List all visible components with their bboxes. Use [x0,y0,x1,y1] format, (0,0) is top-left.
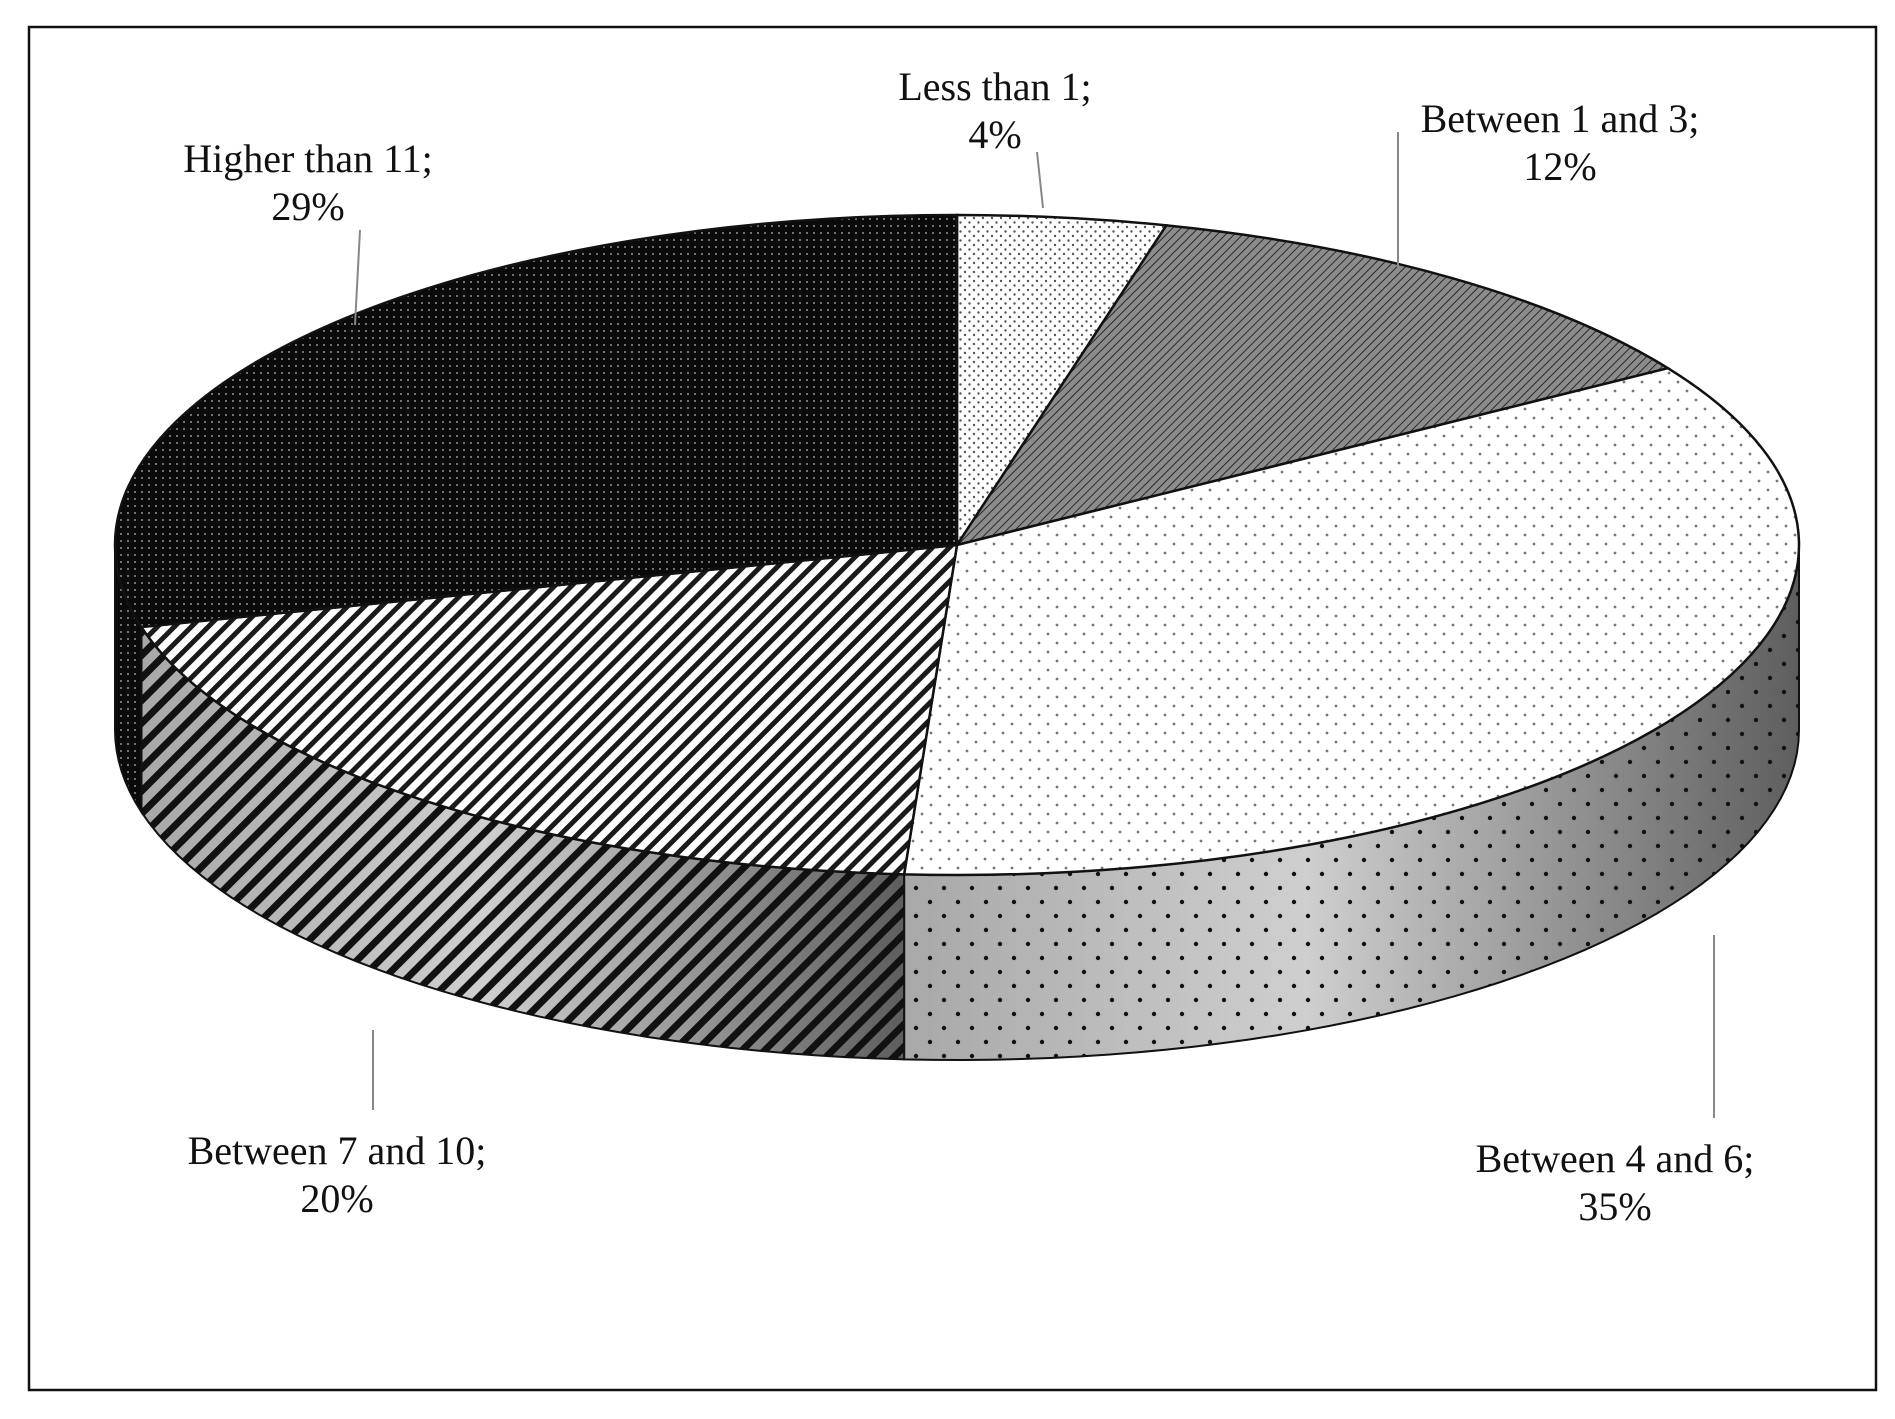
pie-side-walls [114,544,1800,1061]
slice-value-between-1-and-3: 12% [1523,144,1596,189]
slice-label-between-4-and-6: Between 4 and 6; [1476,1136,1755,1181]
slice-between-7-and-10 [139,543,959,876]
slice-between-1-and-3 [954,224,1672,547]
label-leader-lines [354,132,1715,1118]
slice-label-between-7-and-10: Between 7 and 10; [188,1128,487,1173]
slice-label-between-1-and-3: Between 1 and 3; [1421,96,1700,141]
slice-value-higher-than-11: 29% [271,184,344,229]
slice-value-less-than-1: 4% [968,112,1021,157]
slice-less-than-1 [955,213,1169,550]
leader-line-higher-than-11 [354,229,361,326]
slice-value-between-7-and-10: 20% [300,1176,373,1221]
leader-line-less-than-1 [1036,151,1044,209]
pie-top-faces [113,213,1801,877]
slice-higher-than-11 [113,213,959,629]
slice-label-less-than-1: Less than 1; [898,64,1091,109]
slice-label-higher-than-11: Higher than 11; [183,136,433,181]
slice-labels: Less than 1;4% Between 1 and 3;12% Between… [183,64,1754,1229]
slice-value-between-4-and-6: 35% [1578,1184,1651,1229]
slice-between-4-and-6 [902,366,1801,877]
